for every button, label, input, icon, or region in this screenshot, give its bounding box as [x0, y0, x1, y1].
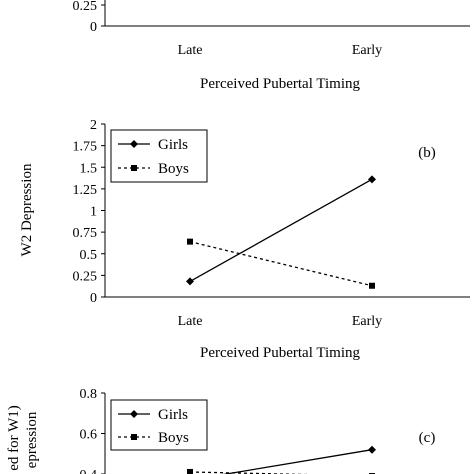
panel-c-ytick-label: 0.8 [80, 387, 98, 402]
panel-b-ytick-label: 2 [90, 118, 97, 133]
panel-b-ytick-label: 1.75 [73, 140, 98, 155]
panel-b-point-boys [187, 238, 193, 245]
panel-a-xtick-label: Late [178, 43, 203, 58]
panel-b: 0 0.25 0.5 0.75 1 1.25 1.5 1.75 2 Late Early Per… [19, 118, 470, 361]
panel-b-ytick-label: 1.25 [73, 183, 98, 198]
panel-c-point-girls [368, 445, 376, 454]
legend-boys-label: Boys [158, 161, 189, 177]
panel-b-legend [110, 129, 208, 183]
panel-b-point-boys [369, 282, 375, 289]
panel-b-ytick-label: 0.75 [73, 226, 98, 241]
panel-b-point-girls [186, 277, 194, 286]
panel-b-ytick-label: 0.25 [73, 269, 98, 284]
panel-b-series-line-girls [189, 178, 373, 282]
legend-girls-marker [130, 140, 138, 148]
panel-a: 0.25 0 Late Early Perceived Pubertal Tim… [73, 0, 470, 92]
panel-c-series-line-boys [189, 471, 311, 474]
panel-b-series-line-boys [189, 241, 373, 287]
panel-a-ytick-label: 0.25 [73, 0, 98, 14]
legend-c-girls-label: Girls [158, 407, 188, 423]
panel-b-x-axis-title: Perceived Pubertal Timing [200, 345, 360, 361]
panel-c-point-boys [187, 468, 193, 474]
panel-b-label: (b) [418, 145, 436, 161]
panel-c-label: (c) [419, 430, 436, 446]
panel-c-y-axis-title-line2: epression [24, 411, 40, 468]
panel-c-series-line-girls [222, 449, 373, 474]
panel-b-point-girls [368, 175, 376, 184]
panel-b-y-axis-title: W2 Depression [19, 163, 35, 256]
panel-b-y-ticks: 0 0.25 0.5 0.75 1 1.25 1.5 1.75 2 [73, 118, 105, 306]
panel-c: 0.4 0.6 0.8 ed for W1) epression (c) Girls… [6, 387, 435, 474]
panel-b-xtick-label: Early [352, 314, 382, 329]
legend-c-boys-label: Boys [158, 430, 189, 446]
panel-b-ytick-label: 0 [90, 291, 97, 306]
panel-b-xtick-label: Late [178, 314, 203, 329]
panel-a-ytick-label: 0 [90, 20, 97, 35]
legend-boys-marker [131, 165, 137, 171]
panel-a-x-axis-title: Perceived Pubertal Timing [200, 76, 360, 92]
legend-c-boys-marker [131, 434, 137, 440]
panel-b-ytick-label: 1 [90, 205, 97, 220]
panel-b-series [186, 175, 376, 289]
panel-c-ytick-label: 0.6 [80, 428, 98, 443]
panel-a-xtick-label: Early [352, 43, 382, 58]
panel-c-ytick-label: 0.4 [80, 468, 98, 474]
panel-c-series [187, 445, 376, 474]
legend-c-girls-marker [130, 410, 138, 418]
panel-c-y-axis-title-line1: ed for W1) [6, 405, 22, 471]
panel-b-ytick-label: 1.5 [80, 161, 98, 176]
panel-b-ytick-label: 0.5 [80, 248, 98, 263]
legend-girls-label: Girls [158, 137, 188, 153]
panel-c-legend [110, 399, 208, 451]
panel-c-y-ticks: 0.4 0.6 0.8 [80, 387, 105, 474]
